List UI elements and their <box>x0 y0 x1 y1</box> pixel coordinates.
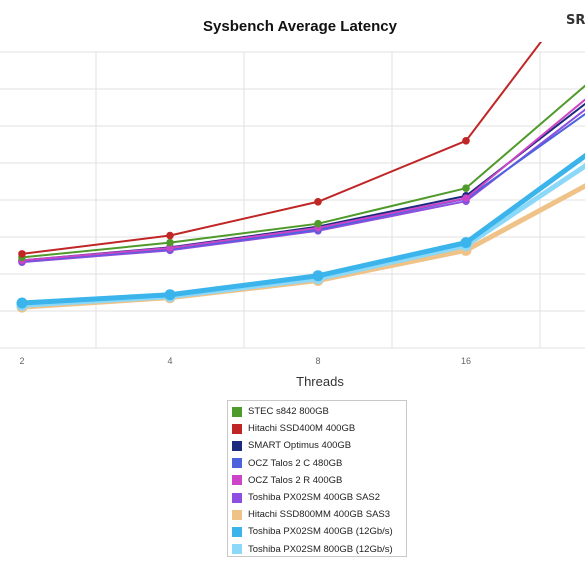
legend-swatch <box>232 406 242 417</box>
legend-item: Toshiba PX02SM 800GB (12Gb/s) <box>232 541 406 558</box>
legend-label: SMART Optimus 400GB <box>248 440 352 452</box>
site-logo: SR <box>566 14 585 44</box>
legend-item: STEC s842 800GB <box>232 403 406 420</box>
legend-item: Hitachi SSD800MM 400GB SAS3 <box>232 506 406 523</box>
series-line <box>21 112 585 262</box>
data-point <box>166 244 174 252</box>
legend-item: OCZ Talos 2 R 400GB <box>232 472 406 489</box>
line-chart: 2481632 <box>0 42 585 366</box>
x-tick-label: 16 <box>461 356 471 366</box>
legend-swatch <box>232 492 242 503</box>
legend-swatch <box>232 526 242 537</box>
legend-swatch <box>232 475 242 486</box>
logo-text: SR <box>566 13 585 28</box>
series-1 <box>18 42 543 258</box>
data-point <box>314 219 322 228</box>
data-point <box>460 237 472 249</box>
data-point <box>314 197 322 206</box>
data-point <box>462 137 470 145</box>
x-tick-label: 8 <box>315 356 320 366</box>
data-point <box>166 238 174 247</box>
series-7 <box>16 152 585 309</box>
series-6 <box>16 183 585 313</box>
grid <box>0 51 585 349</box>
series-line <box>21 183 585 310</box>
legend-label: OCZ Talos 2 R 400GB <box>248 474 343 486</box>
legend-swatch <box>232 458 242 469</box>
legend-label: Toshiba PX02SM 400GB SAS2 <box>248 492 381 504</box>
data-point <box>462 194 470 203</box>
chart-legend: STEC s842 800GB Hitachi SSD400M 400GB SMAR… <box>227 400 407 557</box>
data-point <box>164 289 176 301</box>
legend-item: OCZ Talos 2 C 480GB <box>232 455 406 472</box>
data-point <box>312 270 324 282</box>
series-4 <box>18 98 585 265</box>
legend-label: Toshiba PX02SM 800GB (12Gb/s) <box>248 543 393 555</box>
legend-item: Toshiba PX02SM 400GB (12Gb/s) <box>232 523 406 540</box>
legend-swatch <box>232 423 242 434</box>
legend-swatch <box>232 509 242 520</box>
legend-label: Hitachi SSD400M 400GB <box>248 423 356 435</box>
x-axis-title: Threads <box>296 374 344 389</box>
legend-label: STEC s842 800GB <box>248 406 329 418</box>
legend-item: Toshiba PX02SM 400GB SAS2 <box>232 489 406 506</box>
data-point <box>16 297 28 309</box>
data-point <box>462 184 470 192</box>
data-point <box>18 250 26 258</box>
legend-swatch <box>232 440 242 451</box>
legend-item: Hitachi SSD400M 400GB <box>232 420 406 437</box>
legend-label: Hitachi SSD800MM 400GB SAS3 <box>248 509 391 521</box>
legend-item: SMART Optimus 400GB <box>232 437 406 454</box>
data-point <box>166 231 174 240</box>
chart-title: Sysbench Average Latency <box>203 18 397 35</box>
x-tick-label: 2 <box>19 356 24 366</box>
series-3 <box>18 112 585 265</box>
legend-label: OCZ Talos 2 C 480GB <box>248 457 343 469</box>
legend-swatch <box>232 544 242 555</box>
x-tick-label: 4 <box>167 356 172 366</box>
legend-label: Toshiba PX02SM 400GB (12Gb/s) <box>248 526 393 538</box>
series-line <box>21 152 585 306</box>
